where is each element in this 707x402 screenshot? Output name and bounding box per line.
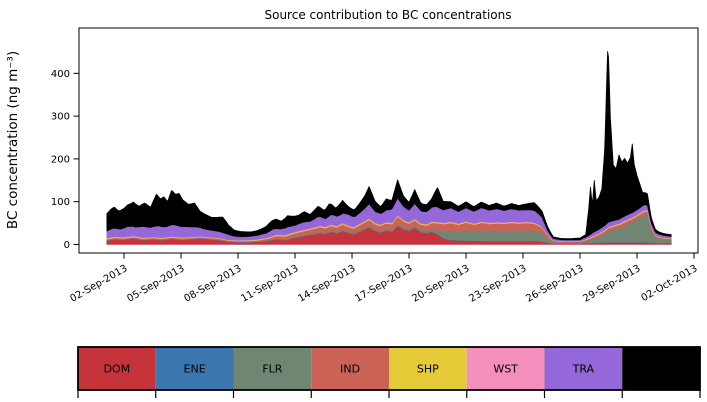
- x-tick-label: 26-Sep-2013: [524, 263, 585, 305]
- legend-colorbar: DOM ENE FLR IND SHP WST TRA BB: [77, 346, 701, 398]
- chart-title: Source contribution to BC concentrations: [264, 8, 511, 22]
- legend-label-TRA: TRA: [572, 363, 595, 376]
- legend-swatch-FLR: [233, 347, 312, 390]
- x-tick-label: 29-Sep-2013: [581, 263, 642, 305]
- y-axis-ticks: 0 100 200 300 400: [51, 69, 79, 251]
- legend-swatch-WST: [466, 347, 545, 390]
- x-tick-label: 08-Sep-2013: [182, 263, 243, 305]
- y-tick-label: 300: [51, 112, 70, 123]
- legend-label-FLR: FLR: [262, 363, 282, 376]
- x-tick-label: 02-Oct-2013: [639, 263, 699, 304]
- x-tick-label: 14-Sep-2013: [296, 263, 357, 305]
- legend-swatch-ENE: [155, 347, 234, 390]
- y-axis-label: BC concentration (ng m⁻³): [5, 51, 21, 229]
- y-tick-label: 400: [51, 69, 70, 80]
- legend-label-ENE: ENE: [184, 363, 206, 376]
- x-axis-ticks: 02-Sep-201305-Sep-201308-Sep-201311-Sep-…: [68, 253, 700, 305]
- legend-swatch-SHP: [389, 347, 467, 390]
- legend-outline: [77, 346, 701, 391]
- area-series-BB: [106, 51, 672, 241]
- stacked-area-layers: [106, 51, 672, 245]
- x-tick-label: 05-Sep-2013: [125, 263, 186, 305]
- legend-swatch-IND: [311, 347, 389, 390]
- legend-label-SHP: SHP: [417, 363, 439, 376]
- x-tick-label: 11-Sep-2013: [239, 263, 300, 305]
- legend-swatch-TRA: [544, 347, 623, 390]
- x-tick-label: 17-Sep-2013: [353, 263, 414, 305]
- legend-label-BB: BB: [654, 363, 669, 376]
- x-tick-label: 23-Sep-2013: [467, 263, 528, 305]
- legend-label-IND: IND: [340, 363, 360, 376]
- legend-label-DOM: DOM: [104, 363, 131, 376]
- y-tick-label: 200: [51, 154, 70, 165]
- x-tick-label: 20-Sep-2013: [410, 263, 471, 305]
- y-tick-label: 0: [64, 240, 70, 251]
- legend-swatch-DOM: [78, 347, 156, 390]
- y-tick-label: 100: [51, 197, 70, 208]
- x-tick-label: 02-Sep-2013: [68, 263, 129, 305]
- legend-label-WST: WST: [493, 363, 518, 376]
- legend-swatch-BB: [622, 347, 700, 390]
- plot-frame: [78, 27, 699, 254]
